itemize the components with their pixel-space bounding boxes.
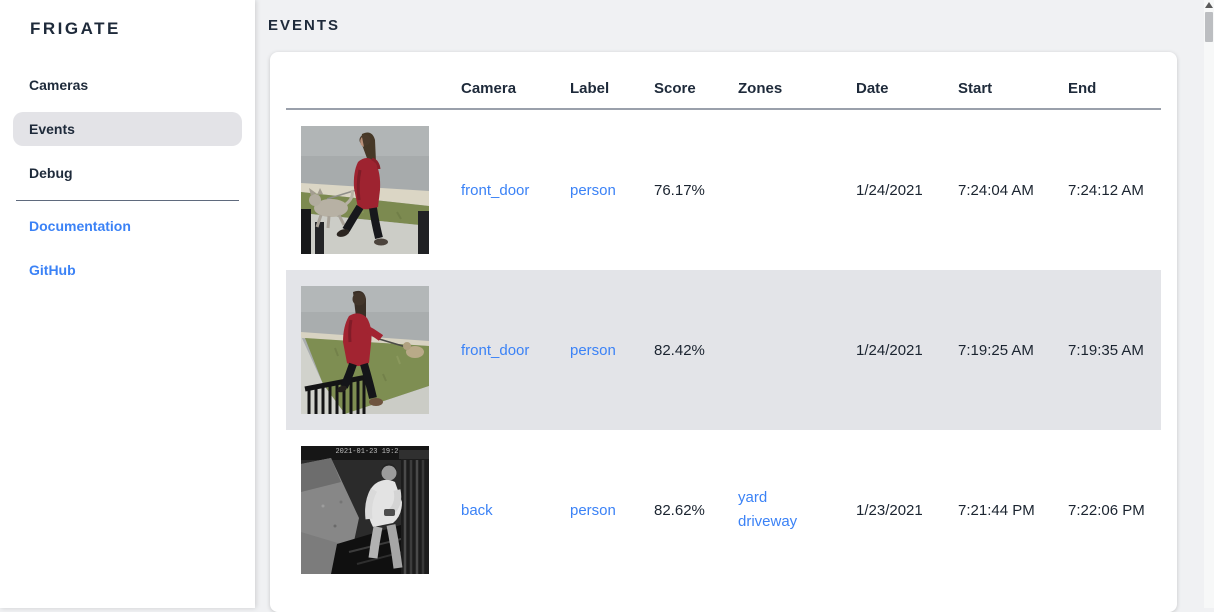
column-header-zones: Zones [738, 79, 783, 97]
thumbnail-cell: 2021-01-23 19:2 [286, 446, 461, 574]
page-title: EVENTS [268, 17, 341, 34]
end-cell: 7:19:35 AM [1068, 341, 1144, 359]
table-row[interactable]: front_door person 82.42% 1/24/2021 7:19:… [286, 270, 1161, 430]
table-body: front_door person 76.17% 1/24/2021 7:24:… [286, 110, 1161, 590]
score-cell: 76.17% [654, 181, 705, 199]
event-thumbnail-art [301, 126, 429, 254]
date-cell: 1/23/2021 [856, 501, 923, 519]
scrollbar-up-arrow-icon[interactable] [1205, 2, 1213, 8]
sidebar-item-events[interactable]: Events [13, 112, 242, 146]
sidebar-item-cameras[interactable]: Cameras [29, 77, 89, 93]
end-cell: 7:24:12 AM [1068, 181, 1144, 199]
label-cell: person [570, 502, 654, 519]
camera-cell: back [461, 502, 570, 519]
camera-link[interactable]: back [461, 501, 493, 519]
camera-cell: front_door [461, 342, 570, 359]
start-cell: 7:19:25 AM [958, 341, 1034, 359]
table-row[interactable]: front_door person 76.17% 1/24/2021 7:24:… [286, 110, 1161, 270]
camera-link[interactable]: front_door [461, 341, 530, 359]
column-header-start: Start [958, 79, 993, 97]
sidebar: FRIGATE Cameras Events Debug Documentati… [0, 0, 255, 608]
score-cell: 82.62% [654, 501, 705, 519]
camera-link[interactable]: front_door [461, 181, 530, 199]
column-header-score: Score [654, 79, 696, 97]
score-cell: 82.42% [654, 341, 705, 359]
label-link[interactable]: person [570, 341, 616, 359]
column-header-date: Date [856, 79, 889, 97]
thumbnail-cell [286, 286, 461, 414]
column-header-end: End [1068, 79, 1097, 97]
event-thumbnail-art: 2021-01-23 19:2 [301, 446, 429, 574]
sidebar-item-debug[interactable]: Debug [29, 165, 73, 181]
scrollbar-thumb[interactable] [1205, 12, 1213, 42]
event-thumbnail[interactable] [301, 126, 429, 254]
table-header-row: Camera Label Score Zones Date Start End [286, 52, 1161, 110]
event-thumbnail[interactable]: 2021-01-23 19:2 [301, 446, 429, 574]
column-header-camera: Camera [461, 79, 517, 97]
date-cell: 1/24/2021 [856, 181, 923, 199]
main-content: EVENTS Camera Label Score Zones Date Sta… [255, 0, 1204, 612]
start-cell: 7:21:44 PM [958, 501, 1035, 519]
event-thumbnail[interactable] [301, 286, 429, 414]
label-link[interactable]: person [570, 501, 616, 519]
label-link[interactable]: person [570, 181, 616, 199]
svg-text:2021-01-23 19:2: 2021-01-23 19:2 [335, 448, 398, 456]
table-row[interactable]: 2021-01-23 19:2 back person 82.62% yard d… [286, 430, 1161, 590]
thumbnail-cell [286, 126, 461, 254]
sidebar-nav: Cameras Events Debug Documentation GitHu… [13, 68, 242, 287]
event-thumbnail-art [301, 286, 429, 414]
start-cell: 7:24:04 AM [958, 181, 1034, 199]
date-cell: 1/24/2021 [856, 341, 923, 359]
zone-link[interactable]: yard [738, 489, 768, 506]
app-logo: FRIGATE [30, 19, 121, 38]
end-cell: 7:22:06 PM [1068, 501, 1145, 519]
zones-cell: yard driveway [738, 486, 856, 534]
sidebar-link-github[interactable]: GitHub [29, 262, 76, 278]
zone-link[interactable]: driveway [738, 513, 798, 530]
sidebar-divider [16, 200, 239, 201]
events-card: Camera Label Score Zones Date Start End [270, 52, 1177, 612]
events-table: Camera Label Score Zones Date Start End [270, 52, 1177, 590]
sidebar-link-documentation[interactable]: Documentation [29, 218, 131, 234]
label-cell: person [570, 182, 654, 199]
column-header-label: Label [570, 79, 610, 97]
page-scrollbar[interactable] [1204, 0, 1214, 608]
camera-cell: front_door [461, 182, 570, 199]
label-cell: person [570, 342, 654, 359]
